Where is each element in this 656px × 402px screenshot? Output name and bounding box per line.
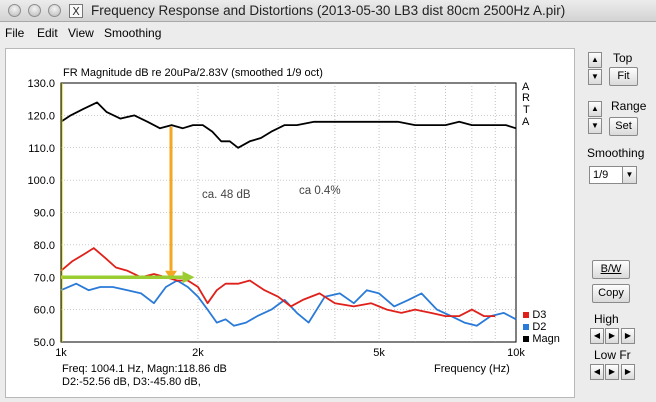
y-tick-label: 130.0 xyxy=(27,78,55,90)
smoothing-select[interactable]: 1/9 ▼ xyxy=(589,166,637,184)
series-line-d2 xyxy=(60,279,517,327)
close-window-button[interactable] xyxy=(8,4,21,17)
copy-button[interactable]: Copy xyxy=(592,284,630,303)
range-down-button[interactable]: ▼ xyxy=(588,118,602,134)
top-up-button[interactable]: ▲ xyxy=(588,52,602,68)
bw-button[interactable]: B/W xyxy=(592,260,630,279)
arta-letter-a1: A xyxy=(522,81,530,93)
top-label: Top xyxy=(613,51,633,65)
annotation-arrowhead-vertical xyxy=(165,270,177,280)
cursor-readout-line2: D2:-52.56 dB, D3:-45.80 dB, xyxy=(62,376,201,388)
menu-edit[interactable]: Edit xyxy=(37,26,58,40)
legend-d2: D2 xyxy=(523,319,546,333)
x-tick-label: 10k xyxy=(507,347,525,359)
smoothing-value: 1/9 xyxy=(593,169,609,181)
y-tick-label: 70.0 xyxy=(34,272,55,284)
arta-letter-t: T xyxy=(523,104,530,116)
y-tick-label: 50.0 xyxy=(34,337,55,349)
legend-d2-swatch xyxy=(523,324,529,330)
menu-smoothing[interactable]: Smoothing xyxy=(104,26,162,40)
menu-view[interactable]: View xyxy=(68,26,94,40)
minimize-window-button[interactable] xyxy=(28,4,41,17)
legend-d3-swatch xyxy=(523,312,529,318)
legend-d2-label: D2 xyxy=(532,321,547,333)
annotation-48db: ca. 48 dB xyxy=(202,189,251,201)
annotation-arrowhead-horizontal xyxy=(182,271,195,284)
plot-panel: 130.0 120.0 110.0 100.0 90.0 80.0 70.0 60.0 50.0… xyxy=(5,48,575,398)
arta-letter-r: R xyxy=(522,92,530,104)
legend-d3: D3 xyxy=(523,307,546,321)
smoothing-label: Smoothing xyxy=(587,146,645,160)
frequency-response-chart[interactable]: 130.0 120.0 110.0 100.0 90.0 80.0 70.0 60.0 50.0… xyxy=(6,49,576,399)
high-left-button[interactable]: ◀ xyxy=(590,328,604,344)
legend-magn-swatch xyxy=(523,336,529,342)
low-fr-label: Low Fr xyxy=(594,348,631,362)
high-right-extra-button[interactable]: ▶ xyxy=(621,328,635,344)
zoom-window-button[interactable] xyxy=(48,4,61,17)
arta-letter-a2: A xyxy=(522,116,530,128)
legend-magn: Magn xyxy=(523,331,560,345)
high-label: High xyxy=(594,312,619,326)
menu-bar: File Edit View Smoothing xyxy=(0,22,656,44)
x-tick-label: 5k xyxy=(373,347,385,359)
set-button[interactable]: Set xyxy=(609,117,638,136)
app-icon: X xyxy=(69,4,83,18)
x-axis-label: Frequency (Hz) xyxy=(434,363,510,375)
y-tick-label: 120.0 xyxy=(27,110,55,122)
cursor-readout-line1: Freq: 1004.1 Hz, Magn:118.86 dB xyxy=(62,363,227,375)
lowfr-right-extra-button[interactable]: ▶ xyxy=(621,364,635,380)
y-tick-label: 100.0 xyxy=(27,175,55,187)
y-tick-label: 60.0 xyxy=(34,305,55,317)
legend-magn-label: Magn xyxy=(532,333,560,345)
menu-file[interactable]: File xyxy=(5,26,25,40)
y-tick-label: 110.0 xyxy=(28,143,55,155)
range-label: Range xyxy=(611,99,647,113)
high-right-button[interactable]: ▶ xyxy=(605,328,619,344)
fit-button[interactable]: Fit xyxy=(609,67,638,86)
x-tick-label: 2k xyxy=(192,347,204,359)
annotation-percent: ca 0.4% xyxy=(299,185,341,197)
chevron-down-icon: ▼ xyxy=(622,167,636,183)
chart-title: FR Magnitude dB re 20uPa/2.83V (smoothed… xyxy=(63,67,323,79)
x-tick-label: 1k xyxy=(55,347,67,359)
lowfr-right-button[interactable]: ▶ xyxy=(605,364,619,380)
title-bar: X Frequency Response and Distortions (20… xyxy=(0,0,656,22)
y-tick-label: 80.0 xyxy=(34,240,55,252)
legend-d3-label: D3 xyxy=(532,309,547,321)
series-line-d3 xyxy=(60,247,496,318)
top-down-button[interactable]: ▼ xyxy=(588,69,602,85)
y-tick-label: 90.0 xyxy=(34,208,55,220)
range-up-button[interactable]: ▲ xyxy=(588,101,602,117)
lowfr-left-button[interactable]: ◀ xyxy=(590,364,604,380)
series-line-magn xyxy=(60,101,517,149)
window-title: Frequency Response and Distortions (2013… xyxy=(91,3,566,18)
